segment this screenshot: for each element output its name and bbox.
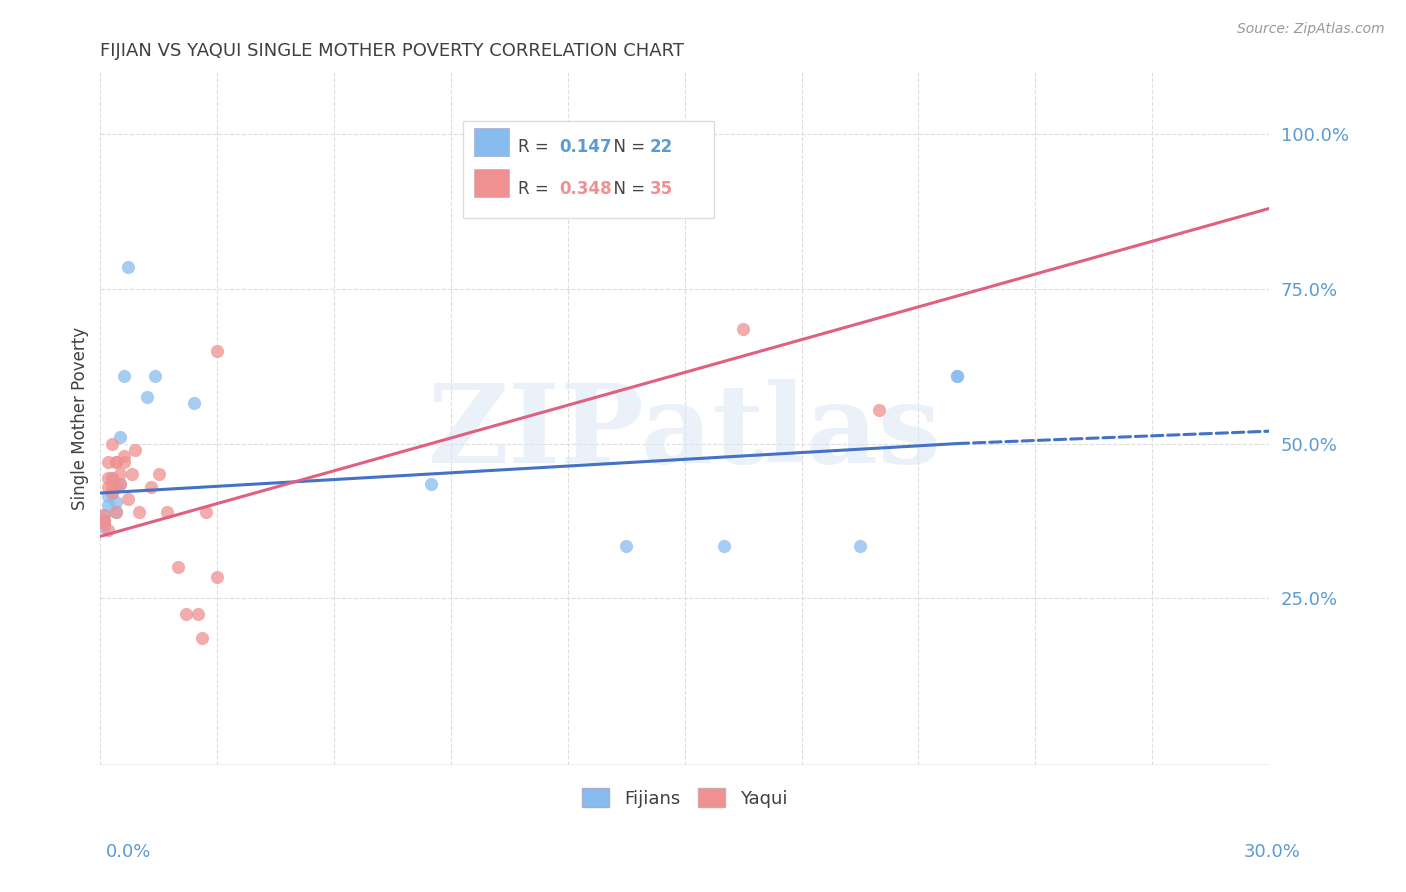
Point — [101, 470, 124, 484]
Point — [93, 514, 115, 528]
Point — [136, 390, 159, 404]
Point — [97, 480, 120, 494]
Point — [174, 607, 197, 621]
Text: 35: 35 — [650, 180, 672, 198]
Point — [93, 516, 115, 531]
Point — [101, 486, 124, 500]
Text: FIJIAN VS YAQUI SINGLE MOTHER POVERTY CORRELATION CHART: FIJIAN VS YAQUI SINGLE MOTHER POVERTY CO… — [100, 42, 685, 60]
Legend: Fijians, Yaqui: Fijians, Yaqui — [575, 781, 794, 815]
Bar — [474, 169, 509, 197]
Text: N =: N = — [603, 138, 650, 156]
Text: N =: N = — [603, 180, 650, 198]
Point — [108, 467, 131, 482]
Point — [112, 455, 135, 469]
Point — [108, 476, 131, 491]
Text: ZIPatlas: ZIPatlas — [427, 379, 942, 486]
Point — [128, 505, 150, 519]
Point — [97, 455, 120, 469]
Point — [187, 607, 209, 621]
Point — [93, 508, 115, 522]
Point — [946, 368, 969, 383]
Point — [183, 396, 205, 410]
Point — [93, 514, 115, 528]
Point — [101, 480, 124, 494]
Point — [97, 523, 120, 537]
Point — [117, 492, 139, 507]
Point — [121, 467, 143, 482]
Point — [124, 442, 146, 457]
Point — [101, 436, 124, 450]
Point — [190, 632, 212, 646]
Text: 0.147: 0.147 — [560, 138, 612, 156]
Point — [104, 455, 127, 469]
Point — [155, 505, 177, 519]
Point — [104, 455, 127, 469]
Y-axis label: Single Mother Poverty: Single Mother Poverty — [72, 327, 89, 510]
Point — [148, 467, 170, 482]
Point — [869, 402, 891, 417]
Point — [139, 480, 162, 494]
Point — [849, 539, 872, 553]
Point — [112, 449, 135, 463]
Text: 0.0%: 0.0% — [105, 843, 150, 861]
Text: 0.348: 0.348 — [560, 180, 612, 198]
Point — [733, 322, 755, 336]
Point — [97, 470, 120, 484]
Point — [108, 476, 131, 491]
Text: 30.0%: 30.0% — [1244, 843, 1301, 861]
Point — [108, 430, 131, 444]
Bar — [463, 121, 714, 218]
Point — [614, 539, 637, 553]
Point — [205, 343, 228, 358]
Text: 22: 22 — [650, 138, 673, 156]
Point — [97, 489, 120, 503]
Point — [143, 368, 166, 383]
Point — [117, 260, 139, 275]
Point — [93, 508, 115, 522]
Point — [97, 499, 120, 513]
Point — [112, 368, 135, 383]
Point — [104, 505, 127, 519]
Point — [104, 495, 127, 509]
Text: R =: R = — [517, 138, 554, 156]
Point — [194, 505, 217, 519]
Point — [104, 480, 127, 494]
Text: R =: R = — [517, 180, 554, 198]
Point — [104, 505, 127, 519]
Point — [167, 560, 190, 574]
Point — [420, 476, 443, 491]
Point — [946, 368, 969, 383]
Point — [93, 520, 115, 534]
Point — [101, 486, 124, 500]
Bar — [474, 128, 509, 155]
Point — [101, 470, 124, 484]
Point — [713, 539, 735, 553]
Point — [205, 569, 228, 583]
Text: Source: ZipAtlas.com: Source: ZipAtlas.com — [1237, 22, 1385, 37]
